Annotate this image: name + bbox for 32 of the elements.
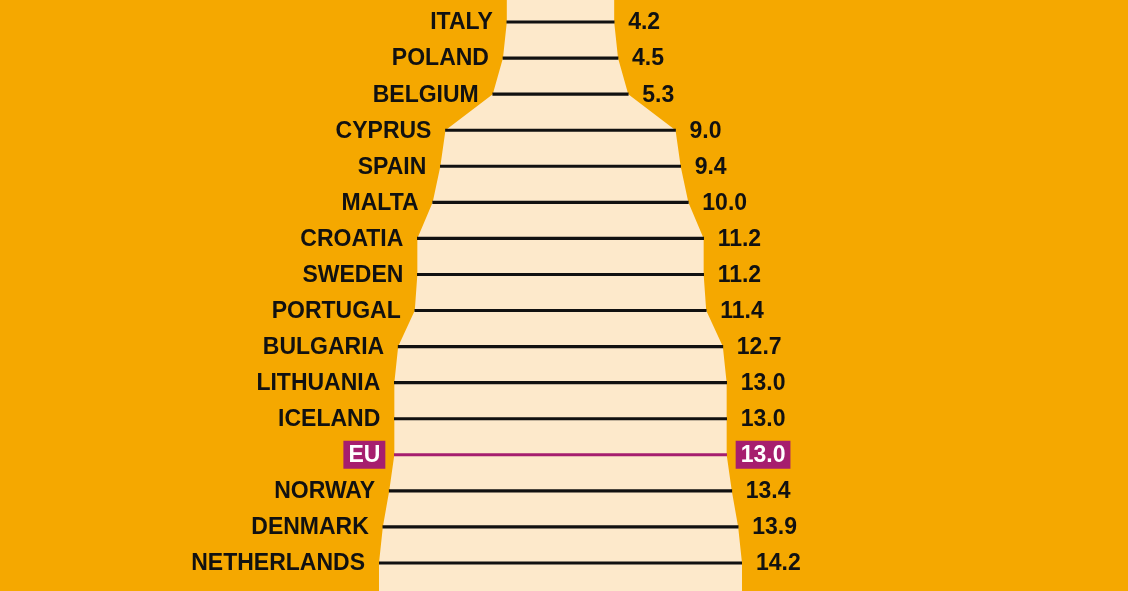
category-label: NETHERLANDS [191,549,365,576]
category-label: BELGIUM [372,80,479,107]
data-label: 13.0 [740,405,786,432]
data-label: 13.4 [745,477,791,504]
category-label: BULGARIA [262,332,385,359]
category-label: ITALY [430,8,493,35]
category-label: POLAND [391,44,489,71]
category-label: ICELAND [278,405,381,432]
data-label: 14.2 [756,549,801,576]
category-label: NORWAY [274,477,376,504]
category-label: CROATIA [300,224,404,251]
data-label: 9.0 [689,116,722,143]
category-label: LITHUANIA [256,369,381,395]
data-label: 4.5 [632,44,665,71]
data-label: 11.2 [717,260,762,287]
category-label: EU [348,441,381,468]
data-label: 13.0 [740,441,786,468]
category-label: DENMARK [251,513,370,540]
data-label: 11.4 [720,296,764,323]
data-label: 12.7 [736,332,782,359]
data-label: 9.4 [694,152,727,179]
category-label: PORTUGAL [271,296,401,323]
category-label: SWEDEN [302,260,404,287]
data-label: 10.0 [702,188,748,215]
data-label: 11.2 [717,224,762,251]
data-label: 13.9 [752,513,797,540]
data-label: 5.3 [642,80,675,107]
category-label: MALTA [341,188,419,215]
category-label: SPAIN [357,152,427,179]
category-label: CYPRUS [335,116,432,143]
data-label: 4.2 [628,8,661,35]
data-label: 13.0 [740,369,786,395]
